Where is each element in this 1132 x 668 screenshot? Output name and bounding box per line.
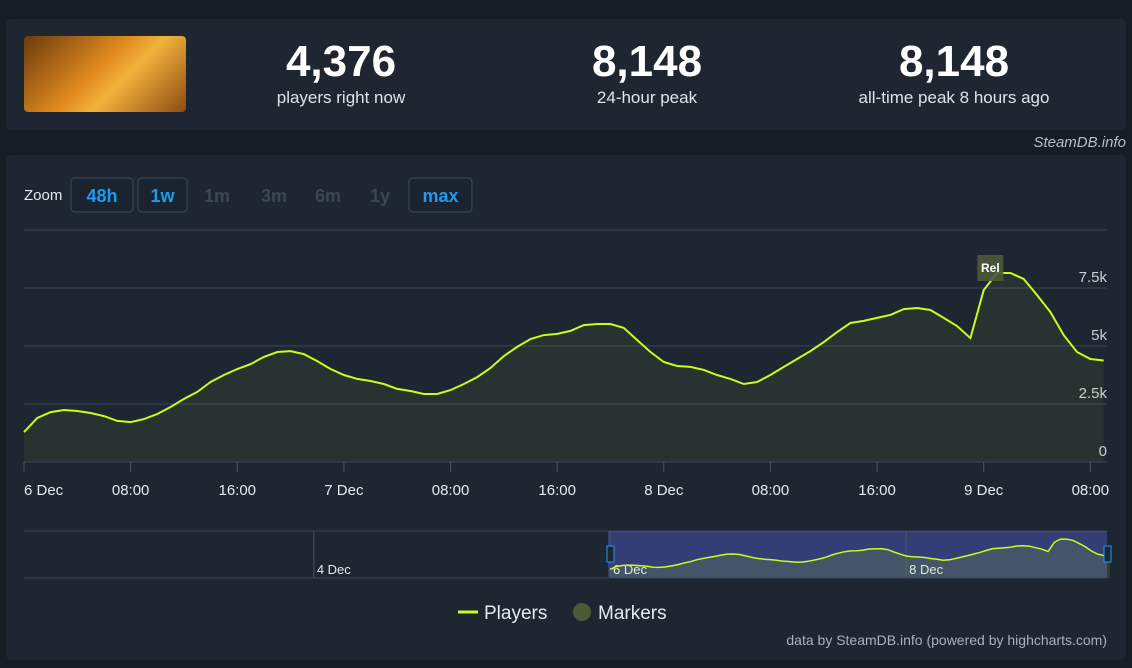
x-tick-label: 08:00 xyxy=(1072,482,1110,499)
zoom-button[interactable] xyxy=(137,177,188,213)
x-tick-label: 6 Dec xyxy=(24,482,64,499)
x-tick-label: 08:00 xyxy=(112,482,150,499)
stat: 8,148 all-time peak 8 hours ago xyxy=(824,36,1084,108)
credits: data by SteamDB.info (powered by highcha… xyxy=(786,632,1107,648)
stat-value: 4,376 xyxy=(285,37,397,86)
zoom-button[interactable] xyxy=(408,177,473,213)
source: SteamDB.info xyxy=(1033,134,1126,151)
game-image xyxy=(24,36,186,112)
stat: 4,376 players right now xyxy=(211,36,471,108)
y-tick-label: 7.5k xyxy=(1079,269,1108,286)
stat-label: all-time peak 8 hours ago xyxy=(858,88,1050,107)
y-tick-label: 5k xyxy=(1091,327,1107,344)
legend-label[interactable]: Players xyxy=(484,603,547,624)
stat-value: 8,148 xyxy=(591,37,703,86)
stat-value: 8,148 xyxy=(898,37,1010,86)
stat: 8,148 24-hour peak xyxy=(517,36,777,108)
zoom-option[interactable]: 3m xyxy=(261,186,287,206)
navigator-label: 8 Dec xyxy=(909,562,943,577)
zoom-option[interactable]: 1y xyxy=(370,186,390,206)
x-tick-label: 16:00 xyxy=(218,482,256,499)
marker-label: Rel xyxy=(981,261,1000,275)
x-tick-label: 16:00 xyxy=(538,482,576,499)
x-tick-label: 7 Dec xyxy=(324,482,364,499)
x-tick-label: 8 Dec xyxy=(644,482,684,499)
stat-label: players right now xyxy=(276,88,406,107)
stats-panel xyxy=(6,19,1126,130)
navigator-handle[interactable] xyxy=(606,545,615,563)
navigator-window[interactable] xyxy=(608,531,1107,578)
chart-panel xyxy=(6,155,1126,660)
zoom-label: Zoom xyxy=(24,187,62,204)
navigator-line xyxy=(609,538,1110,570)
marker[interactable] xyxy=(977,255,1004,281)
navigator-label: 4 Dec xyxy=(317,562,351,577)
y-tick-label: 0 xyxy=(1099,443,1107,460)
legend-label[interactable]: Markers xyxy=(598,603,667,624)
navigator-area xyxy=(610,539,1110,578)
area xyxy=(24,273,1104,462)
zoom-option[interactable]: 1w xyxy=(150,186,175,206)
x-tick-label: 08:00 xyxy=(752,482,790,499)
zoom-option[interactable]: 48h xyxy=(86,186,117,206)
zoom-option[interactable]: max xyxy=(422,186,458,206)
zoom-option[interactable]: 1m xyxy=(204,186,230,206)
zoom-option[interactable]: 6m xyxy=(315,186,341,206)
x-tick-label: 16:00 xyxy=(858,482,896,499)
stat-label: 24-hour peak xyxy=(596,88,698,107)
x-tick-label: 9 Dec xyxy=(964,482,1004,499)
x-tick-label: 08:00 xyxy=(432,482,470,499)
y-tick-label: 2.5k xyxy=(1079,385,1108,402)
zoom-button[interactable] xyxy=(70,177,134,213)
navigator-handle[interactable] xyxy=(1103,545,1112,563)
legend-marker xyxy=(573,603,591,621)
line xyxy=(23,272,1104,433)
